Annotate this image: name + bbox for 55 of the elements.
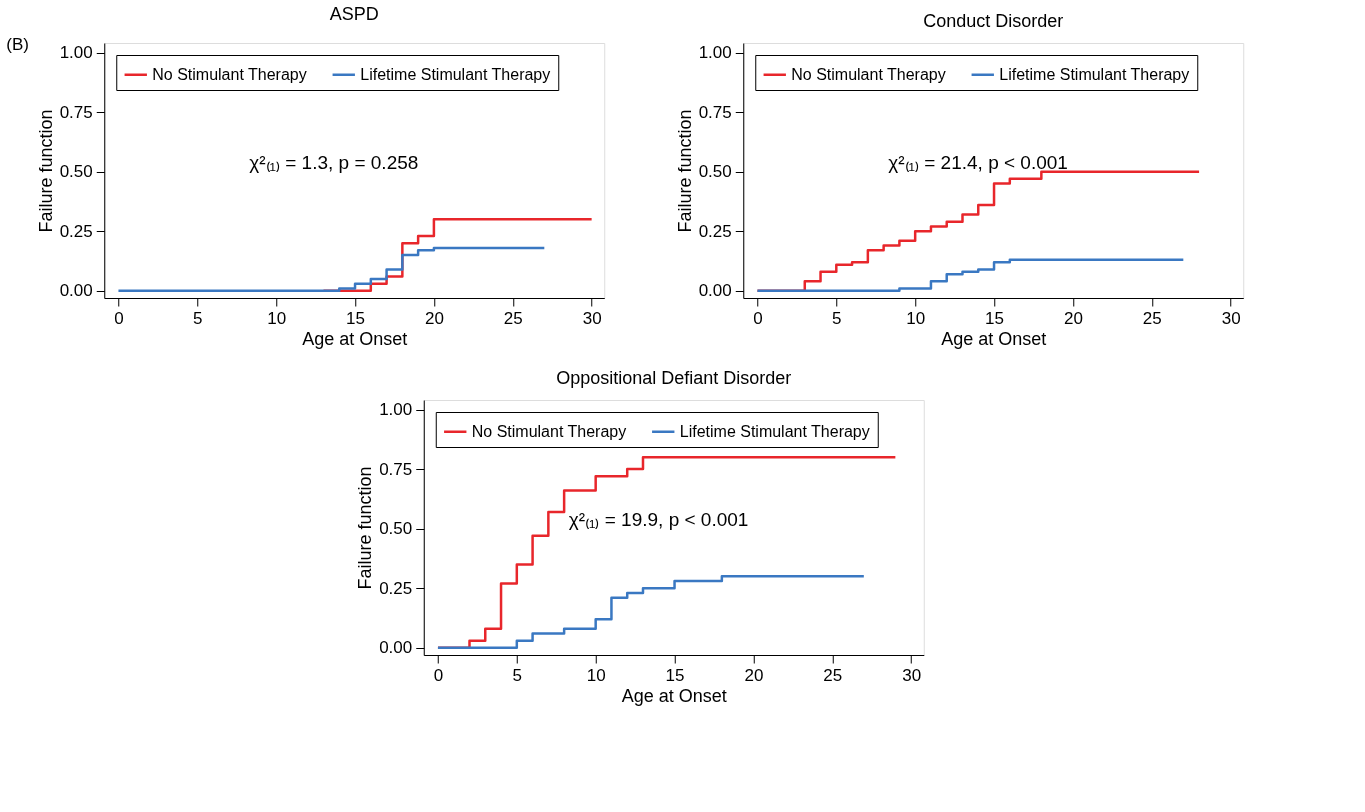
legend-label: Lifetime Stimulant Therapy — [360, 65, 551, 83]
x-tick-label: 5 — [193, 308, 203, 328]
x-tick-label: 20 — [1063, 308, 1083, 328]
annotation: χ²₍₁₎ = 19.9, p < 0.001 — [568, 508, 749, 530]
y-tick-label: 0.25 — [379, 578, 413, 598]
legend-label: Lifetime Stimulant Therapy — [679, 422, 870, 440]
y-tick-label: 1.00 — [379, 400, 413, 420]
y-tick-label: 0.00 — [59, 281, 93, 301]
x-tick-label: 25 — [1142, 308, 1162, 328]
y-axis-title: Failure function — [355, 466, 376, 590]
y-tick-label: 0.75 — [379, 459, 413, 479]
y-tick-label: 1.00 — [698, 43, 732, 63]
x-tick-label: 10 — [267, 308, 287, 328]
y-tick-label: 0.75 — [698, 102, 732, 122]
y-tick-label: 1.00 — [59, 43, 93, 63]
x-tick-label: 0 — [114, 308, 124, 328]
y-axis-title: Failure function — [35, 109, 56, 233]
y-tick-label: 0.50 — [59, 162, 93, 182]
x-tick-label: 30 — [582, 308, 602, 328]
x-tick-label: 20 — [744, 665, 764, 685]
annotation: χ²₍₁₎ = 1.3, p = 0.258 — [249, 151, 419, 173]
legend-label: No Stimulant Therapy — [791, 65, 946, 83]
x-tick-label: 25 — [503, 308, 523, 328]
legend-label: No Stimulant Therapy — [471, 422, 627, 440]
legend-label: No Stimulant Therapy — [152, 65, 307, 83]
x-axis-title: Age at Onset — [941, 328, 1047, 349]
x-tick-label: 15 — [346, 308, 365, 328]
y-tick-label: 0.50 — [379, 519, 413, 539]
x-tick-label: 5 — [832, 308, 842, 328]
text: (B) — [6, 35, 29, 54]
y-axis-title: Failure function — [674, 109, 695, 233]
x-tick-label: 0 — [753, 308, 763, 328]
x-tick-label: 15 — [665, 665, 685, 685]
chart-title: Conduct Disorder — [923, 11, 1064, 31]
x-axis-title: Age at Onset — [621, 685, 727, 706]
x-tick-label: 30 — [902, 665, 922, 685]
chart-title: ASPD — [329, 4, 379, 24]
chart-title: Oppositional Defiant Disorder — [556, 368, 792, 388]
x-axis-title: Age at Onset — [302, 328, 408, 349]
y-tick-label: 0.25 — [59, 221, 93, 241]
y-tick-label: 0.75 — [59, 102, 93, 122]
x-tick-label: 30 — [1221, 308, 1241, 328]
y-tick-label: 0.00 — [698, 281, 732, 301]
x-tick-label: 10 — [906, 308, 926, 328]
legend-label: Lifetime Stimulant Therapy — [999, 65, 1190, 83]
y-tick-label: 0.25 — [698, 221, 732, 241]
x-tick-label: 15 — [985, 308, 1004, 328]
y-tick-label: 0.00 — [379, 638, 413, 658]
y-tick-label: 0.50 — [698, 162, 732, 182]
x-tick-label: 25 — [823, 665, 843, 685]
x-tick-label: 20 — [424, 308, 444, 328]
x-tick-label: 0 — [433, 665, 444, 685]
x-tick-label: 10 — [586, 665, 606, 685]
x-tick-label: 5 — [512, 665, 523, 685]
annotation: χ²₍₁₎ = 21.4, p < 0.001 — [888, 151, 1068, 173]
